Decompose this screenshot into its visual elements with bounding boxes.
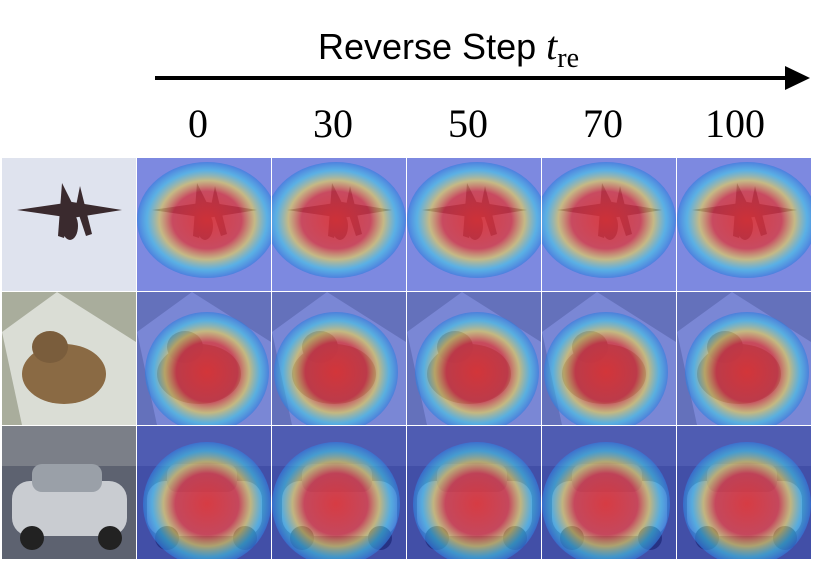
heatmap-cat-step-30 [272,292,406,425]
heatmap-car-step-70 [542,426,676,559]
heatmap-car-step-30 [272,426,406,559]
heatmap-airplane-step-50 [407,158,541,291]
step-label-100: 100 [705,101,765,146]
image-grid [2,158,811,563]
original-image-cat [2,292,136,425]
step-label-30: 30 [313,101,353,146]
heatmap-cat-step-0 [137,292,271,425]
figure-title: Reverse Step tre [318,22,579,75]
heatmap-car-step-50 [407,426,541,559]
step-label-50: 50 [448,101,488,146]
step-label-0: 0 [188,101,208,146]
heatmap-cat-step-50 [407,292,541,425]
title-subscript: re [557,43,580,74]
heatmap-airplane-step-30 [272,158,406,291]
step-label-70: 70 [583,101,623,146]
original-image-airplane [2,158,136,291]
heatmap-airplane-step-70 [542,158,676,291]
heatmap-cat-step-100 [677,292,811,425]
original-image-car [2,426,136,559]
heatmap-airplane-step-0 [137,158,271,291]
axis-arrow [155,66,810,90]
heatmap-car-step-0 [137,426,271,559]
heatmap-car-step-100 [677,426,811,559]
title-text: Reverse Step [318,26,547,67]
heatmap-airplane-step-100 [677,158,811,291]
heatmap-cat-step-70 [542,292,676,425]
title-variable: t [546,23,558,68]
